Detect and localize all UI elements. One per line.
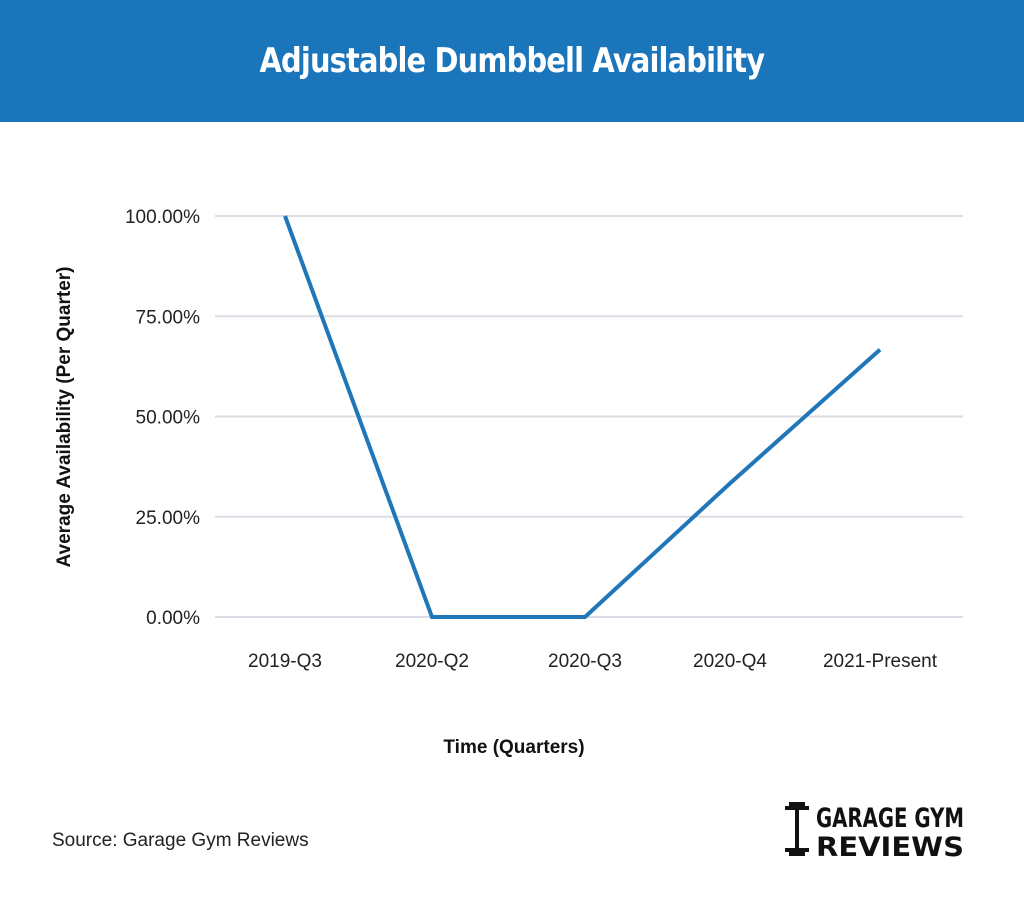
y-tick-label: 25.00% [136, 508, 201, 529]
dumbbell-icon [785, 802, 809, 856]
x-tick-label: 2019-Q3 [248, 651, 322, 672]
svg-text:GARAGE GYM: GARAGE GYM [816, 803, 964, 834]
x-axis-label: Time (Quarters) [443, 737, 584, 758]
x-tick-label: 2020-Q3 [548, 651, 622, 672]
y-tick-label: 75.00% [136, 307, 201, 328]
y-tick-label: 50.00% [136, 408, 201, 429]
series-line [283, 215, 882, 619]
y-tick-label: 0.00% [146, 608, 200, 629]
y-axis-label: Average Availability (Per Quarter) [54, 267, 75, 568]
source-note: Source: Garage Gym Reviews [52, 830, 309, 851]
svg-text:REVIEWS: REVIEWS [816, 832, 964, 860]
x-tick-label: 2020-Q2 [395, 651, 469, 672]
title-banner: Adjustable Dumbbell Availability [0, 0, 1024, 122]
chart-title: Adjustable Dumbbell Availability [259, 41, 766, 81]
line-chart: 0.00% 25.00% 50.00% 75.00% 100.00% 2019-Q3 20… [54, 207, 963, 758]
x-tick-label: 2020-Q4 [693, 651, 767, 672]
x-tick-label: 2021-Present [823, 651, 938, 672]
y-tick-label: 100.00% [125, 207, 200, 228]
garage-gym-reviews-logo: GARAGE GYM REVIEWS [785, 802, 964, 860]
